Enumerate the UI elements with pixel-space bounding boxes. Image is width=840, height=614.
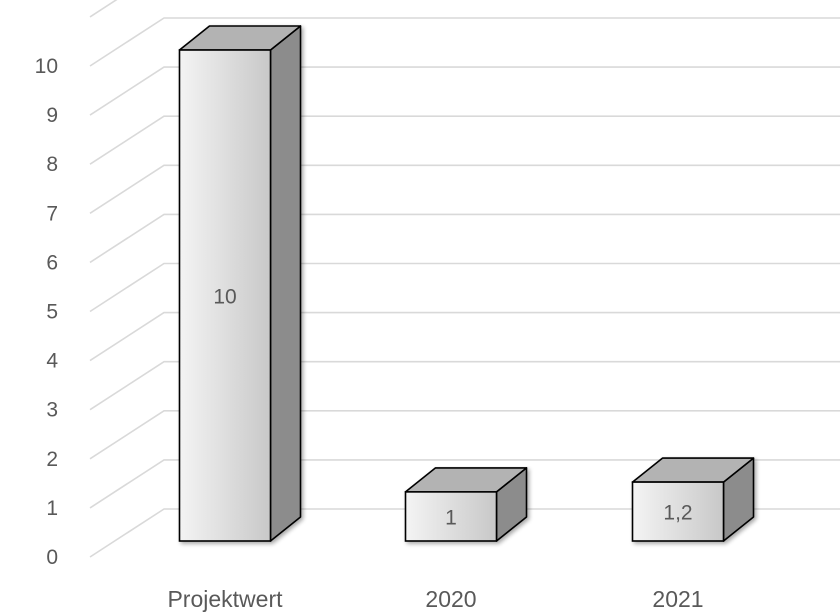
y-axis-tick-labels: 0 1 2 3 4 5 6 7 8 9 10 xyxy=(35,55,59,569)
gridlines xyxy=(89,0,840,558)
gridline xyxy=(89,213,840,264)
bar xyxy=(404,467,528,542)
category-label: Projektwert xyxy=(167,586,283,612)
gridline xyxy=(89,262,840,313)
bar-front-face xyxy=(178,49,272,542)
gridline xyxy=(89,311,840,362)
gridline xyxy=(89,164,840,214)
y-tick-label: 3 xyxy=(46,399,58,422)
category-label: 2020 xyxy=(425,586,476,612)
bar xyxy=(178,25,302,542)
gridline xyxy=(89,115,840,165)
gridline xyxy=(89,360,840,411)
bars: 10 1 1,2 xyxy=(178,25,755,542)
gridline xyxy=(89,459,840,509)
gridline xyxy=(89,508,840,558)
y-tick-label: 4 xyxy=(46,350,58,373)
bar xyxy=(631,457,755,542)
bar-front-face xyxy=(631,481,725,542)
gridline xyxy=(89,0,118,18)
data-label: 10 xyxy=(213,286,236,309)
y-tick-label: 7 xyxy=(46,202,58,225)
data-label: 1,2 xyxy=(663,502,692,525)
y-tick-label: 9 xyxy=(46,104,58,127)
y-tick-label: 1 xyxy=(46,497,58,520)
y-tick-label: 5 xyxy=(46,301,58,324)
gridline xyxy=(89,66,840,116)
bar-front-face xyxy=(404,491,498,542)
data-label: 1 xyxy=(445,506,457,529)
gridline xyxy=(89,409,840,460)
category-label: 2021 xyxy=(652,586,703,612)
bar-side-face xyxy=(269,25,302,542)
y-tick-label: 6 xyxy=(46,251,58,274)
gridline xyxy=(89,17,840,67)
y-tick-label: 0 xyxy=(46,546,58,569)
y-tick-label: 10 xyxy=(35,55,58,78)
y-tick-label: 2 xyxy=(46,448,58,471)
category-labels: Projektwert 2020 2021 xyxy=(167,586,703,612)
y-tick-label: 8 xyxy=(46,153,58,176)
